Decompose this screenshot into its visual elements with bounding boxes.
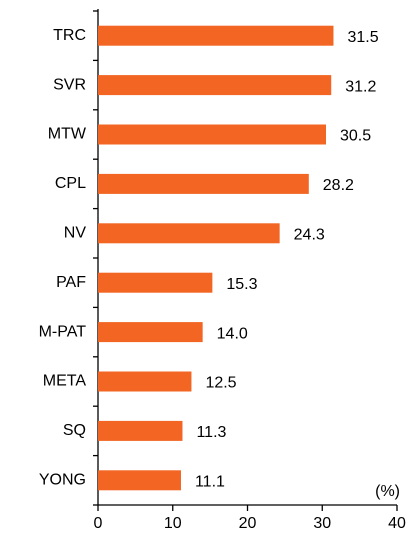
bar xyxy=(98,124,326,145)
y-tick-label: M-PAT xyxy=(39,323,87,340)
y-tick-label: CPL xyxy=(55,175,86,192)
x-tick-label: 10 xyxy=(164,515,182,532)
bar xyxy=(98,371,192,392)
y-tick-label: TRC xyxy=(53,27,86,44)
value-label: 30.5 xyxy=(340,128,371,145)
value-label: 11.1 xyxy=(195,474,225,491)
x-tick-label: 40 xyxy=(388,515,406,532)
bar xyxy=(98,25,334,46)
bar xyxy=(98,470,181,491)
value-label: 14.0 xyxy=(217,325,248,342)
value-label: 31.2 xyxy=(345,78,376,95)
y-tick-label: NV xyxy=(64,225,87,242)
x-axis-label: (%) xyxy=(375,483,400,500)
value-label: 15.3 xyxy=(226,276,257,293)
y-tick-label: SQ xyxy=(63,422,86,439)
value-label: 31.5 xyxy=(347,29,378,46)
y-tick-label: PAF xyxy=(56,274,86,291)
value-label: 24.3 xyxy=(294,227,325,244)
bar xyxy=(98,272,213,293)
x-tick-label: 0 xyxy=(94,515,103,532)
y-tick-label: YONG xyxy=(39,472,86,489)
bar xyxy=(98,75,332,96)
bar xyxy=(98,322,203,343)
y-tick-label: MTW xyxy=(48,126,87,143)
bar xyxy=(98,223,280,244)
y-tick-label: SVR xyxy=(53,76,86,93)
bar xyxy=(98,420,183,441)
value-label: 11.3 xyxy=(196,424,226,441)
y-tick-label: META xyxy=(43,373,87,390)
bar xyxy=(98,173,309,194)
x-tick-label: 30 xyxy=(313,515,331,532)
value-label: 12.5 xyxy=(205,375,236,392)
value-label: 28.2 xyxy=(323,177,354,194)
x-tick-label: 20 xyxy=(239,515,257,532)
